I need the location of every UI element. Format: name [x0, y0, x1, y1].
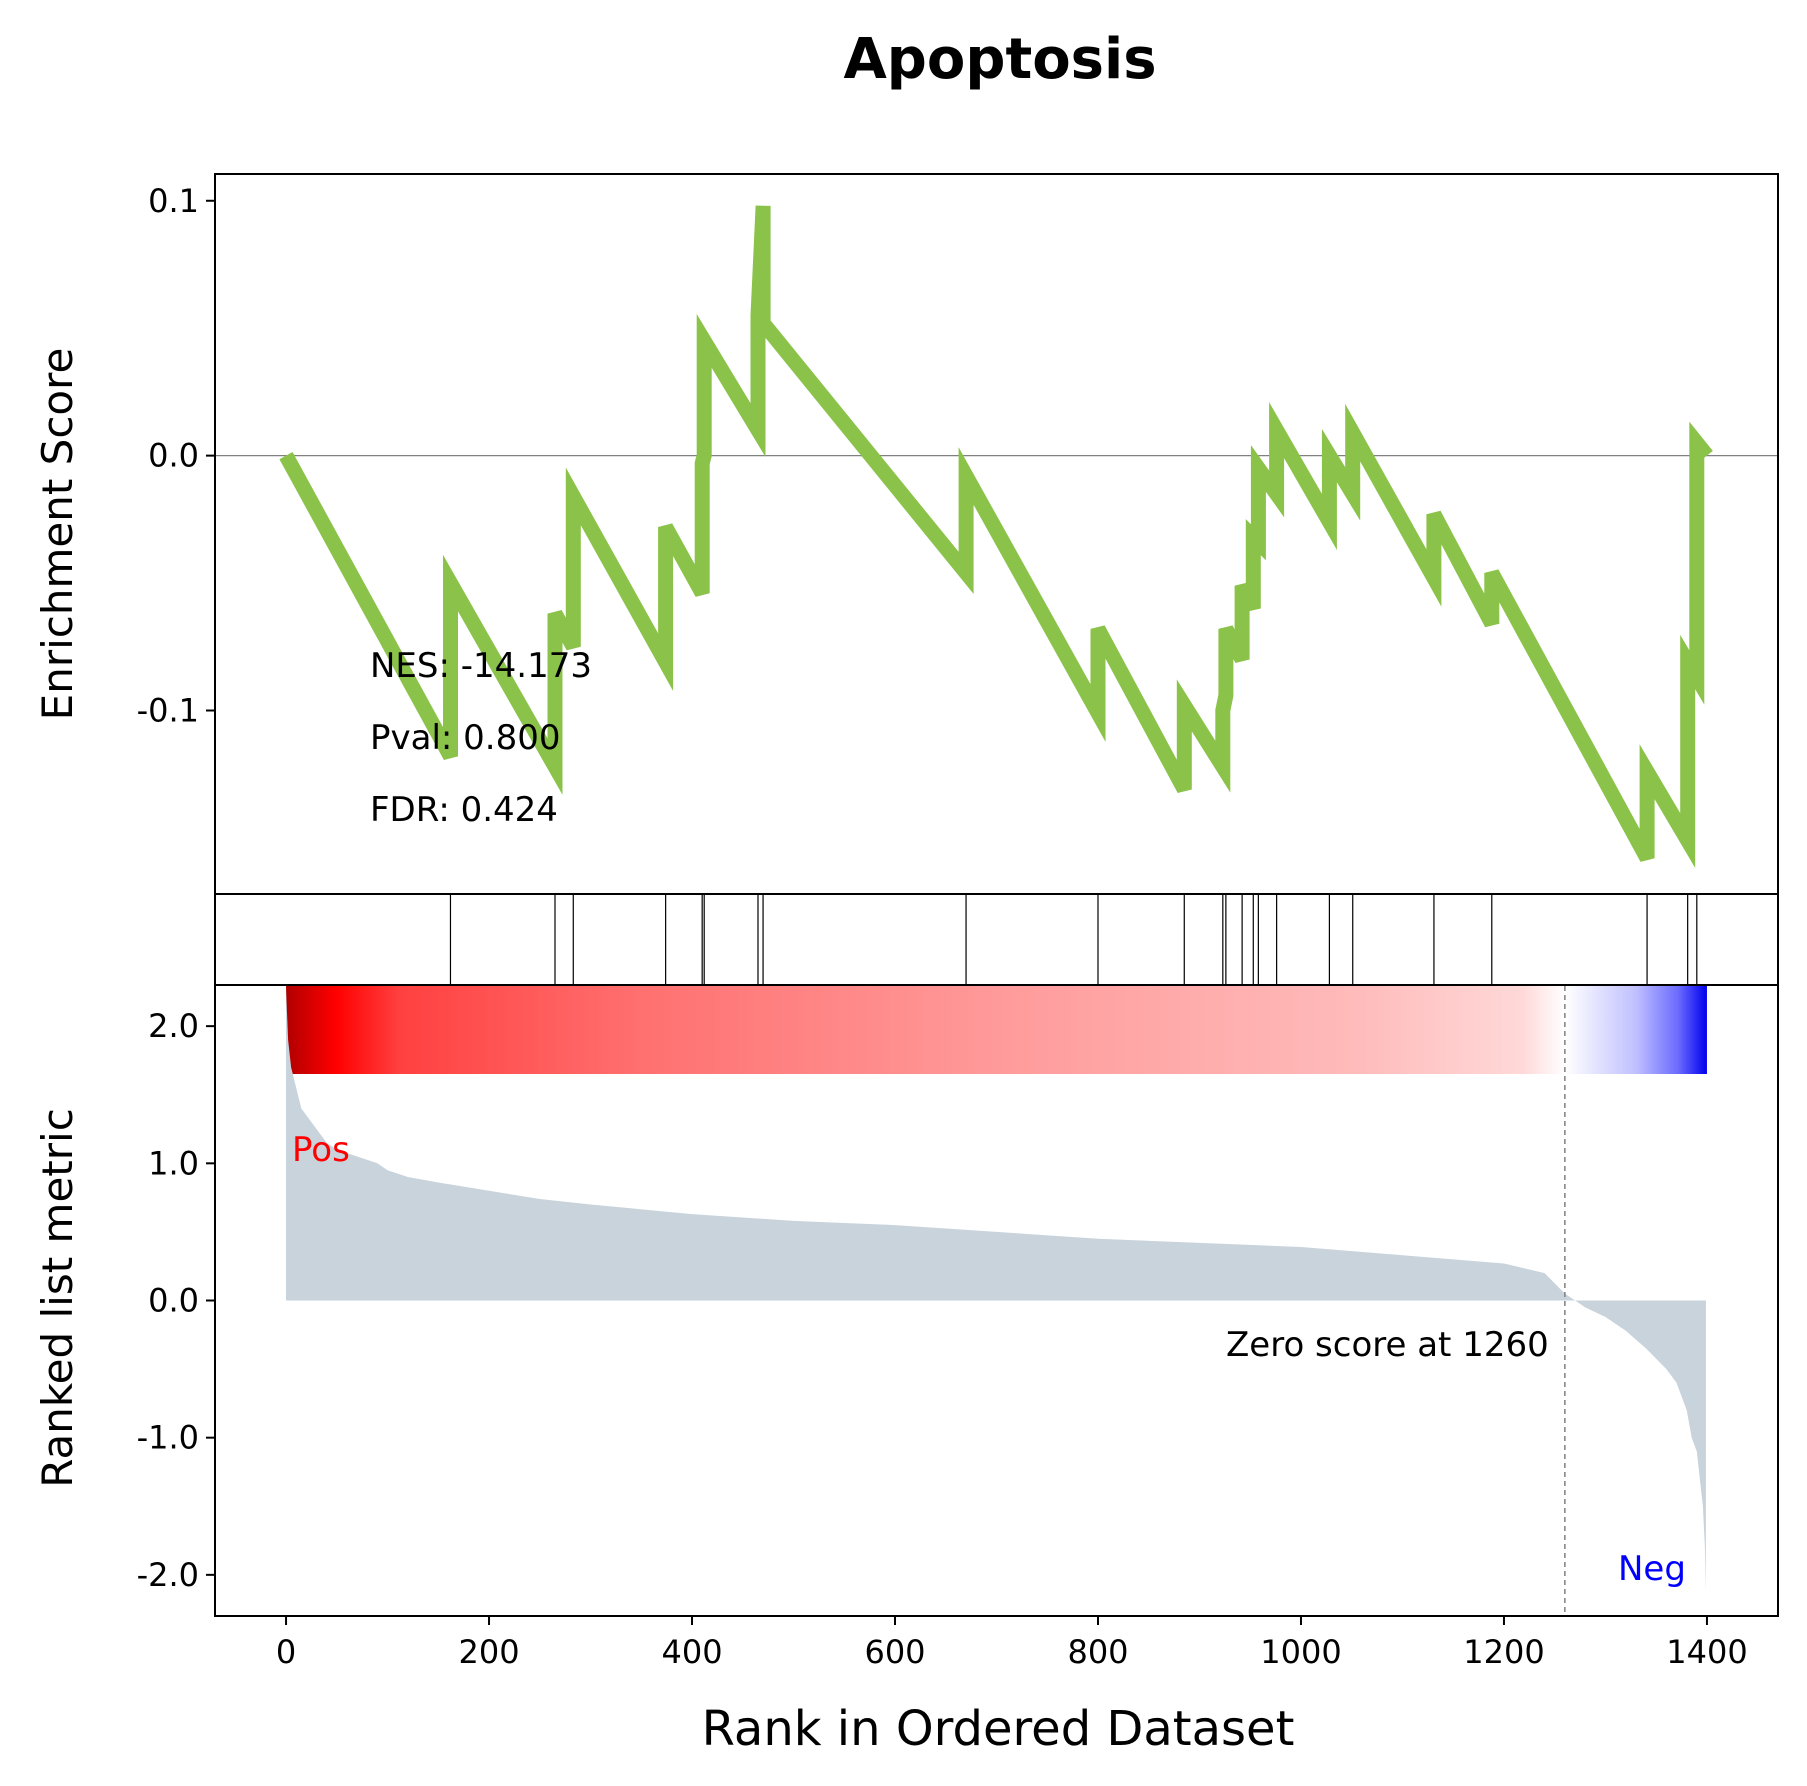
es-ytick-label: 0.1 — [148, 182, 199, 220]
hits-axes-frame — [214, 893, 1779, 986]
es-curve-group — [279, 205, 1713, 868]
neg-label: Neg — [1618, 1549, 1686, 1589]
rank-color-bar — [286, 986, 1707, 1074]
metric-y-ticks: 2.0 1.0 0.0 -1.0 -2.0 — [137, 1007, 215, 1594]
x-tick-label: 0 — [276, 1633, 296, 1671]
x-tick-label: 200 — [458, 1633, 519, 1671]
x-tick-label: 1200 — [1463, 1633, 1544, 1671]
pval-stat: Pval: 0.800 — [370, 718, 561, 758]
hits-panel — [214, 893, 1779, 986]
x-tick-label: 600 — [864, 1633, 925, 1671]
es-ylabel: Enrichment Score — [33, 348, 82, 721]
x-tick-label: 800 — [1067, 1633, 1128, 1671]
x-tick-label: 1000 — [1260, 1633, 1341, 1671]
nes-stat: NES: -14.173 — [370, 646, 592, 686]
metric-ytick-label: 0.0 — [148, 1282, 199, 1320]
x-tick-label: 1400 — [1666, 1633, 1747, 1671]
pos-label: Pos — [292, 1130, 350, 1170]
metric-panel: 2.0 1.0 0.0 -1.0 -2.0 Pos Neg Zero score at … — [33, 984, 1779, 1617]
x-axis-label: Rank in Ordered Dataset — [702, 1701, 1295, 1757]
fdr-stat: FDR: 0.424 — [370, 790, 558, 830]
ranked-metric-area — [286, 987, 1706, 1592]
hit-lines-group — [449, 894, 1698, 985]
zero-score-label: Zero score at 1260 — [1226, 1325, 1549, 1365]
metric-axes-frame — [214, 984, 1779, 1617]
enrichment-panel: 0.1 0.0 -0.1 Enrichment Score NES: -14.173… — [33, 173, 1779, 895]
x-tick-label: 400 — [661, 1633, 722, 1671]
es-ytick-label: 0.0 — [148, 437, 199, 475]
metric-ytick-label: 1.0 — [148, 1144, 199, 1182]
metric-ytick-label: 2.0 — [148, 1007, 199, 1045]
x-axis-ticks: 0 200 400 600 800 1000 1200 1400 — [276, 1616, 1748, 1671]
metric-ylabel: Ranked list metric — [33, 1108, 82, 1488]
metric-ytick-label: -1.0 — [137, 1419, 199, 1457]
es-y-ticks: 0.1 0.0 -0.1 — [137, 182, 215, 729]
es-curve — [279, 205, 1713, 868]
chart-title: Apoptosis — [843, 27, 1156, 92]
metric-ytick-label: -2.0 — [137, 1556, 199, 1594]
es-ytick-label: -0.1 — [137, 691, 199, 729]
